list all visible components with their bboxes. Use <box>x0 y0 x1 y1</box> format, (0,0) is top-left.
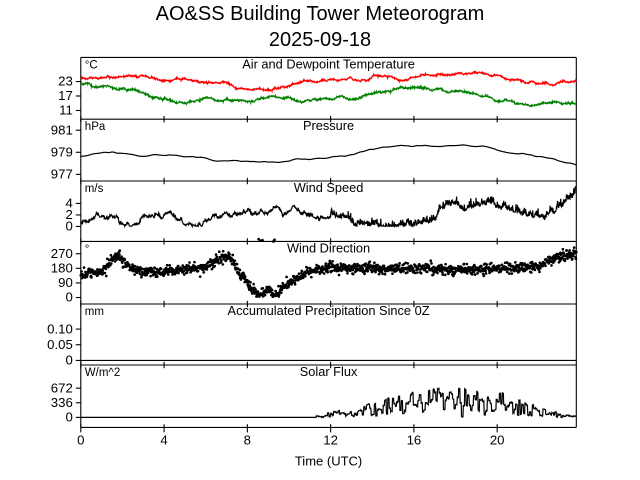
svg-text:16: 16 <box>407 432 422 447</box>
svg-text:m/s: m/s <box>85 183 104 195</box>
svg-text:17: 17 <box>58 88 73 103</box>
svg-text:Time (UTC): Time (UTC) <box>295 453 362 468</box>
svg-text:mm: mm <box>85 306 104 318</box>
svg-text:°: ° <box>85 243 90 255</box>
svg-text:0: 0 <box>65 353 72 368</box>
svg-text:°C: °C <box>85 59 98 71</box>
svg-text:23: 23 <box>58 74 73 89</box>
svg-text:979: 979 <box>51 144 73 159</box>
svg-text:981: 981 <box>51 122 73 137</box>
svg-text:Accumulated Precipitation Sinc: Accumulated Precipitation Since 0Z <box>228 303 430 318</box>
svg-text:336: 336 <box>51 395 73 410</box>
svg-text:672: 672 <box>51 380 73 395</box>
svg-text:4: 4 <box>160 432 167 447</box>
svg-text:4: 4 <box>65 196 72 211</box>
svg-text:0: 0 <box>65 290 72 305</box>
svg-text:11: 11 <box>59 103 73 118</box>
svg-text:W/m^2: W/m^2 <box>85 367 120 379</box>
svg-text:977: 977 <box>51 167 73 182</box>
svg-text:12: 12 <box>323 432 338 447</box>
svg-text:hPa: hPa <box>85 121 106 133</box>
svg-text:20: 20 <box>490 432 505 447</box>
svg-text:0: 0 <box>77 432 84 447</box>
svg-text:8: 8 <box>244 432 251 447</box>
svg-text:Air and Dewpoint Temperature: Air and Dewpoint Temperature <box>242 56 415 71</box>
svg-text:180: 180 <box>51 261 73 276</box>
svg-text:270: 270 <box>51 246 73 261</box>
svg-text:Wind Speed: Wind Speed <box>294 180 364 195</box>
svg-text:0.05: 0.05 <box>47 337 73 352</box>
svg-text:Solar Flux: Solar Flux <box>300 364 358 379</box>
svg-text:90: 90 <box>58 275 73 290</box>
svg-text:Wind Direction: Wind Direction <box>287 240 370 255</box>
svg-text:0.10: 0.10 <box>47 321 73 336</box>
svg-text:Pressure: Pressure <box>303 118 354 133</box>
svg-text:0: 0 <box>65 410 72 425</box>
